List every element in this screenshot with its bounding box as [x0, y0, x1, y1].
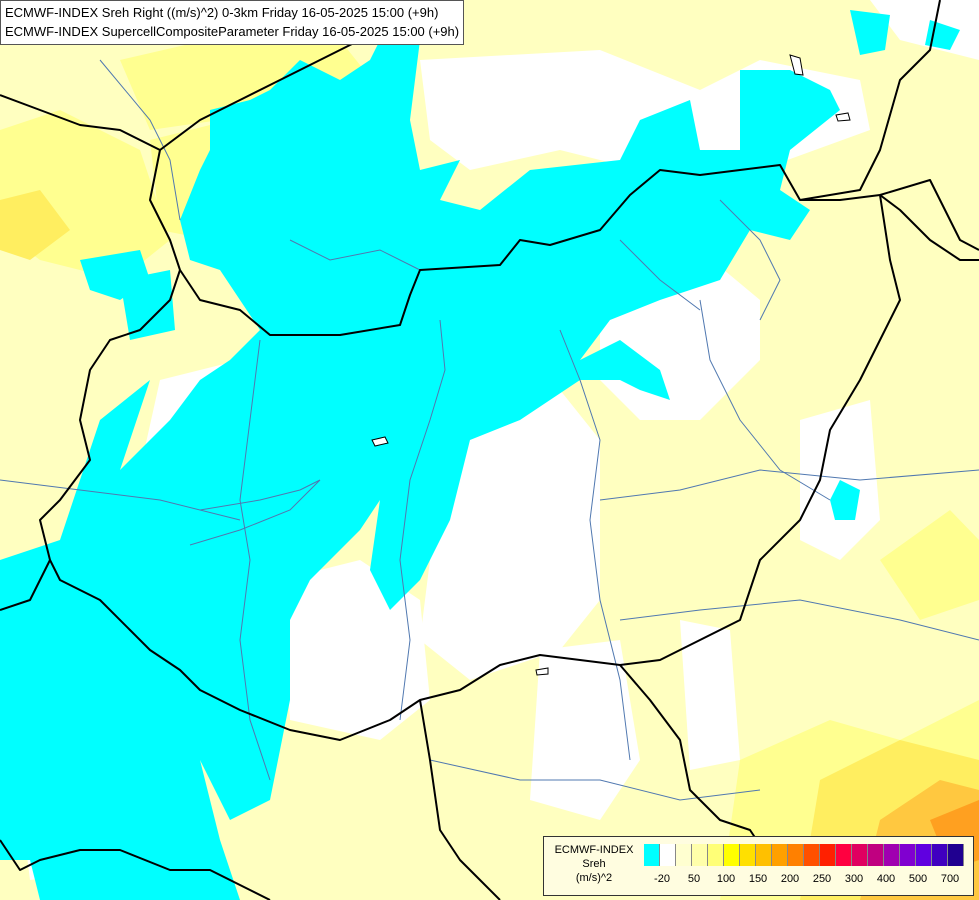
legend-swatch — [820, 844, 836, 866]
legend-ticks: -20 50 100 150 200 250 300 400 500 700 — [644, 873, 974, 887]
legend-swatch — [868, 844, 884, 866]
legend-title: ECMWF-INDEX Sreh (m/s)^2 — [546, 843, 642, 885]
legend-swatch — [756, 844, 772, 866]
legend-swatch — [724, 844, 740, 866]
legend-tick-label: 150 — [748, 873, 768, 885]
legend-swatch — [692, 844, 708, 866]
legend-variable: Sreh — [582, 858, 606, 870]
legend-swatch — [932, 844, 948, 866]
cyan-regions — [0, 10, 960, 900]
legend-source: ECMWF-INDEX — [554, 844, 634, 856]
legend-swatch — [804, 844, 820, 866]
lakes — [371, 54, 851, 676]
legend-swatch — [788, 844, 804, 866]
map-title-box: ECMWF-INDEX Sreh Right ((m/s)^2) 0-3km F… — [0, 0, 465, 45]
legend-swatch — [772, 844, 788, 866]
legend-tick-label: 100 — [716, 873, 736, 885]
legend-unit: (m/s)^2 — [575, 872, 613, 884]
legend-swatches — [644, 844, 964, 866]
legend-tick-label: 250 — [812, 873, 832, 885]
legend-tick-label: 300 — [844, 873, 864, 885]
legend-swatch — [852, 844, 868, 866]
legend-swatch — [660, 844, 676, 866]
legend-tick-label: 200 — [780, 873, 800, 885]
legend-tick-label: 500 — [908, 873, 928, 885]
legend-tick-label: 50 — [687, 873, 701, 885]
legend-swatch — [948, 844, 964, 866]
legend-tick-label: 700 — [940, 873, 960, 885]
color-legend: ECMWF-INDEX Sreh (m/s)^2 -20 50 100 150 200 2… — [543, 836, 974, 896]
legend-swatch — [836, 844, 852, 866]
legend-swatch — [676, 844, 692, 866]
legend-tick-label: 400 — [876, 873, 896, 885]
legend-swatch — [644, 844, 660, 866]
map-title-line-1: ECMWF-INDEX Sreh Right ((m/s)^2) 0-3km F… — [5, 5, 439, 20]
map-title-line-2: ECMWF-INDEX SupercellCompositeParameter … — [5, 24, 460, 39]
legend-swatch — [916, 844, 932, 866]
legend-swatch — [900, 844, 916, 866]
rivers — [0, 59, 979, 801]
legend-tick-label: -20 — [654, 873, 670, 885]
legend-swatch — [884, 844, 900, 866]
legend-swatch — [740, 844, 756, 866]
legend-swatch — [708, 844, 724, 866]
